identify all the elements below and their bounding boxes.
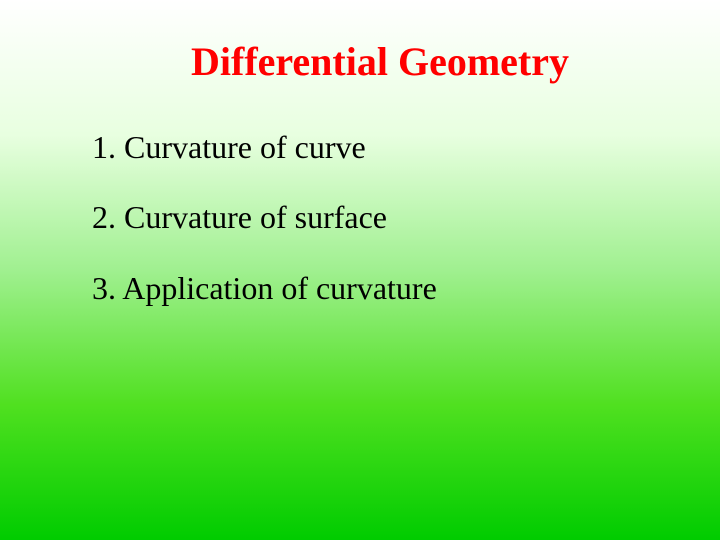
list-item: 1. Curvature of curve <box>92 128 680 166</box>
slide-title: Differential Geometry <box>0 38 720 85</box>
list-item: 3. Application of curvature <box>92 269 680 307</box>
list-item: 2. Curvature of surface <box>92 198 680 236</box>
slide-container: Differential Geometry 1. Curvature of cu… <box>0 0 720 540</box>
topic-list: 1. Curvature of curve 2. Curvature of su… <box>92 128 680 339</box>
